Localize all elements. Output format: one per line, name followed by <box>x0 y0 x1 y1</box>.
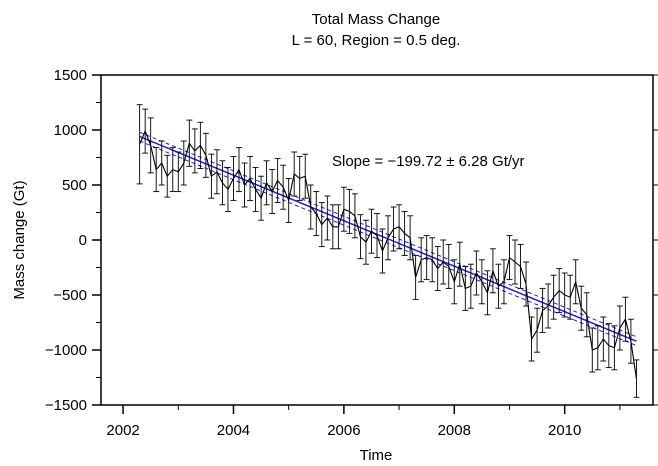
axis-ticks <box>92 74 658 414</box>
error-bars <box>136 104 640 398</box>
y-tick-label-3: 0 <box>79 232 87 249</box>
y-tick-labels: −1500 −1000 −500 0 500 1000 1500 <box>45 67 87 414</box>
y-axis-label: Mass change (Gt) <box>11 180 28 299</box>
y-tick-label-6: 1500 <box>54 67 87 84</box>
x-tick-label-4: 2010 <box>548 422 581 439</box>
x-tick-label-2: 2006 <box>327 422 360 439</box>
series-line-0 <box>139 129 637 379</box>
chart-title: Total Mass Change <box>312 11 440 28</box>
x-tick-label-1: 2004 <box>217 422 250 439</box>
series-layer <box>139 129 637 379</box>
y-tick-label-4: 500 <box>62 177 87 194</box>
y-tick-label-5: 1000 <box>54 122 87 139</box>
y-tick-label-2: −500 <box>53 287 87 304</box>
x-tick-label-0: 2002 <box>106 422 139 439</box>
chart-subtitle: L = 60, Region = 0.5 deg. <box>292 32 461 49</box>
x-tick-label-3: 2008 <box>438 422 471 439</box>
y-tick-label-0: −1500 <box>45 397 87 414</box>
x-axis-label: Time <box>360 447 393 464</box>
x-tick-labels: 2002 2004 2006 2008 2010 <box>106 422 581 439</box>
slope-annotation: Slope = −199.72 ± 6.28 Gt/yr <box>332 153 525 170</box>
y-tick-label-1: −1000 <box>45 342 87 359</box>
error-bar <box>633 359 640 398</box>
